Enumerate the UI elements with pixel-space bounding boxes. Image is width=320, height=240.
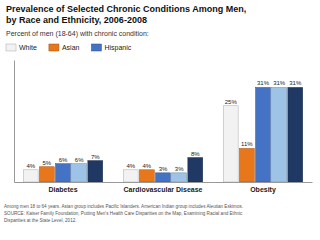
legend-item: Hispanic [91, 44, 131, 52]
x-tick-label: Cardiovascular Disease [124, 186, 203, 193]
bar [239, 148, 254, 182]
legend-item: White [6, 44, 37, 51]
bar [88, 161, 103, 182]
plot: 4% 4% 25% 5% 4% 11% 6% 3% 31% 6% 3% 31% 7% 8% 31% Diabe… [15, 61, 313, 194]
y-axis [14, 61, 15, 183]
subtitle: Percent of men (18-64) with chronic cond… [6, 30, 149, 38]
data-label: 31% [289, 80, 302, 86]
x-axis-line [15, 182, 313, 183]
data-label: 25% [225, 99, 238, 105]
data-label: 5% [43, 160, 52, 166]
x-tick: Diabetes [48, 182, 77, 193]
data-label: 6% [59, 157, 68, 163]
bar [72, 164, 87, 182]
bar [188, 158, 203, 182]
data-label: 31% [257, 80, 270, 86]
bar [223, 106, 238, 182]
bar [56, 164, 71, 182]
data-label: 4% [126, 163, 135, 169]
bar [272, 87, 287, 182]
data-label: 4% [143, 163, 152, 169]
data-label: 6% [75, 157, 84, 163]
data-label: 8% [191, 151, 200, 157]
data-label: 31% [273, 80, 286, 86]
y-axis-line [14, 61, 15, 183]
bar [123, 170, 138, 182]
data-label: 11% [241, 141, 253, 147]
data-labels: 4% 4% 25% 5% 4% 11% 6% 3% 31% 6% 3% 31% 7% 8% 31% [26, 80, 302, 171]
data-label: 3% [175, 166, 184, 172]
bars [23, 87, 302, 182]
legend-label: White [19, 44, 37, 51]
bar [256, 87, 271, 182]
legend-label: Hispanic [104, 44, 131, 52]
legend-item: Asian [49, 44, 80, 51]
x-axis: Diabetes Cardiovascular Disease Obesity [15, 182, 313, 194]
footnote: Among men 18 to 64 years. Asian group in… [4, 204, 243, 223]
bar [23, 170, 38, 182]
legend-swatch [91, 44, 101, 51]
data-label: 7% [91, 154, 100, 160]
data-label: 4% [26, 163, 35, 169]
bar [39, 167, 54, 182]
legend-swatch [6, 44, 16, 51]
bar [172, 173, 187, 182]
x-tick: Cardiovascular Disease [124, 182, 203, 193]
legend-swatch [49, 44, 59, 51]
data-label: 3% [159, 166, 168, 172]
title: by Race and Ethnicity, 2006-2008 [6, 15, 147, 25]
chart: Prevalence of Selected Chronic Condition… [0, 0, 320, 240]
footnote-line: Disparities at the State Level, 2012. [4, 218, 77, 223]
bar [288, 87, 303, 182]
title: Prevalence of Selected Chronic Condition… [6, 4, 246, 14]
x-tick-label: Diabetes [48, 186, 77, 193]
footnote-line: SOURCE: Kaiser Family Foundation, Puttin… [4, 211, 243, 216]
x-tick: Obesity [250, 182, 276, 194]
footnote-line: Among men 18 to 64 years. Asian group in… [4, 204, 243, 209]
legend-label: Asian [62, 44, 80, 51]
bar [156, 173, 171, 182]
legend: White Asian Hispanic [6, 44, 132, 52]
bar [139, 170, 154, 182]
x-tick-label: Obesity [250, 186, 276, 194]
